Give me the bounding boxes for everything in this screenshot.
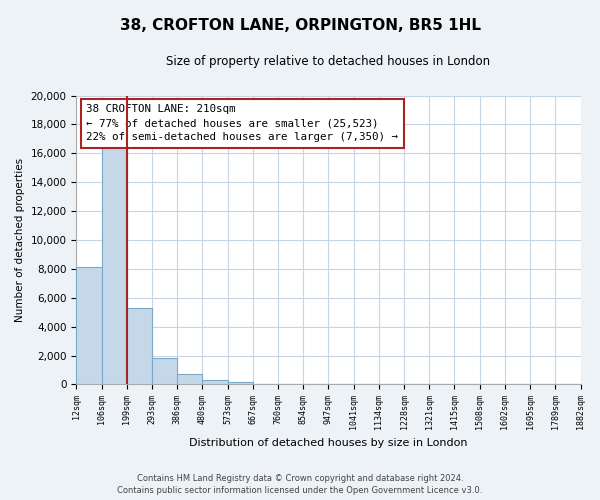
Bar — [127, 308, 152, 384]
Bar — [202, 380, 227, 384]
Title: Size of property relative to detached houses in London: Size of property relative to detached ho… — [166, 55, 491, 68]
Y-axis label: Number of detached properties: Number of detached properties — [15, 158, 25, 322]
Text: 38 CROFTON LANE: 210sqm
← 77% of detached houses are smaller (25,523)
22% of sem: 38 CROFTON LANE: 210sqm ← 77% of detache… — [86, 104, 398, 142]
Bar — [101, 146, 127, 384]
X-axis label: Distribution of detached houses by size in London: Distribution of detached houses by size … — [189, 438, 468, 448]
Bar — [227, 382, 253, 384]
Bar — [76, 268, 101, 384]
Bar — [152, 358, 177, 384]
Bar — [177, 374, 202, 384]
Text: Contains HM Land Registry data © Crown copyright and database right 2024.
Contai: Contains HM Land Registry data © Crown c… — [118, 474, 482, 495]
Text: 38, CROFTON LANE, ORPINGTON, BR5 1HL: 38, CROFTON LANE, ORPINGTON, BR5 1HL — [119, 18, 481, 32]
